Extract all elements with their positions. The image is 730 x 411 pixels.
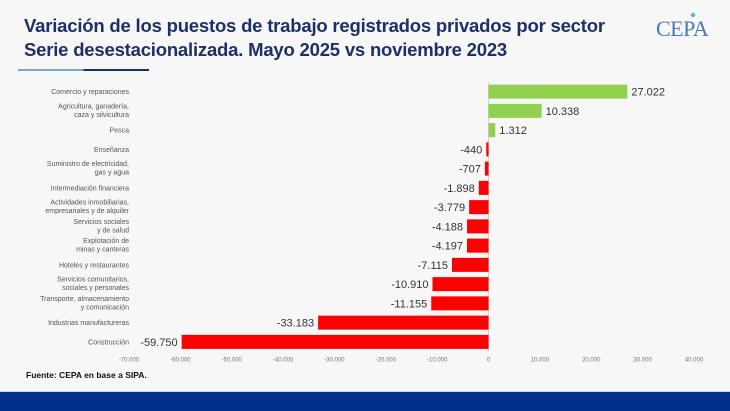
logo-text: CEPA [656, 16, 709, 41]
bar-10 [432, 277, 489, 292]
category-label: Enseñanza [94, 147, 129, 154]
category-label: sociales y personales [62, 285, 129, 292]
bar-0 [488, 84, 628, 99]
x-tick-label: -60.000 [170, 358, 191, 364]
category-label: Servicios comunitarios, [57, 277, 129, 284]
bar-2 [488, 123, 496, 138]
category-label: Transporte, almacenamiento [40, 296, 129, 303]
bar-13 [181, 334, 489, 349]
value-label: -10.910 [391, 279, 428, 291]
value-label: -11.155 [391, 298, 428, 310]
value-label: -4.197 [432, 241, 463, 253]
bar-4 [484, 161, 489, 176]
value-label: -1.898 [444, 183, 475, 195]
value-label: -4.188 [432, 221, 463, 233]
bar-5 [478, 180, 489, 195]
x-tick-label: 30.000 [633, 358, 652, 364]
category-label: Industrias manufactureras [48, 320, 129, 327]
category-label: Pesca [110, 128, 130, 135]
value-label: -3.779 [434, 202, 465, 214]
value-label: -33.183 [277, 318, 314, 330]
category-label: Explotación de [83, 238, 129, 245]
bar-3 [486, 142, 489, 157]
bar-11 [431, 296, 489, 311]
value-label: -7.115 [418, 260, 448, 272]
category-label: Construcción [88, 339, 129, 346]
bar-9 [452, 257, 489, 272]
value-label: -440 [460, 144, 482, 156]
value-label: -707 [459, 164, 481, 176]
value-label: 27.022 [631, 87, 665, 99]
x-tick-label: -30.000 [324, 358, 345, 364]
x-tick-label: 0 [487, 358, 491, 364]
category-label: y de salud [97, 227, 129, 234]
bar-chart: 27.022 Comercio y reparaciones 10.338 Agric… [40, 82, 704, 364]
x-tick-label: -10.000 [427, 358, 448, 364]
category-label: Servicios sociales [73, 219, 129, 226]
category-label: Comercio y reparaciones [51, 89, 129, 96]
chart-title: Variación de los puestos de trabajo regi… [24, 14, 605, 62]
cepa-logo: CEPA [656, 12, 709, 42]
category-label: caza y silvicultura [74, 112, 129, 119]
source-note: Fuente: CEPA en base a SIPA. [26, 370, 147, 380]
value-label: 1.312 [499, 125, 527, 137]
x-tick-label: 20.000 [582, 358, 601, 364]
title-line-1: Variación de los puestos de trabajo regi… [24, 15, 605, 36]
x-tick-label: -70.000 [119, 358, 140, 364]
bar-1 [488, 103, 542, 118]
category-label: empresariales y de alquiler [45, 208, 129, 215]
category-label: minas y canteras [76, 247, 129, 254]
bar-6 [469, 200, 489, 215]
bar-7 [467, 219, 489, 234]
category-label: gas y agua [95, 170, 129, 177]
x-tick-label: -40.000 [273, 358, 294, 364]
title-underline [18, 69, 149, 71]
x-tick-label: -50.000 [222, 358, 243, 364]
category-label: y comunicación [81, 304, 129, 311]
value-label: 10.338 [546, 106, 580, 118]
x-tick-label: -20.000 [376, 358, 397, 364]
category-label: Actividades inmobiliarias, [50, 200, 129, 207]
bar-12 [318, 315, 489, 330]
bottom-bar [0, 391, 730, 411]
value-label: -59.750 [140, 337, 177, 349]
category-label: Hoteles y restaurantes [59, 262, 130, 269]
x-tick-label: 40.000 [685, 358, 704, 364]
x-tick-label: 10.000 [531, 358, 550, 364]
category-label: Intermediación financiera [51, 185, 129, 192]
title-line-2: Serie desestacionalizada. Mayo 2025 vs n… [24, 39, 508, 60]
category-label: Suministro de electricidad, [47, 161, 129, 168]
bar-8 [466, 238, 489, 253]
category-label: Agricultura, ganadería, [58, 103, 129, 110]
